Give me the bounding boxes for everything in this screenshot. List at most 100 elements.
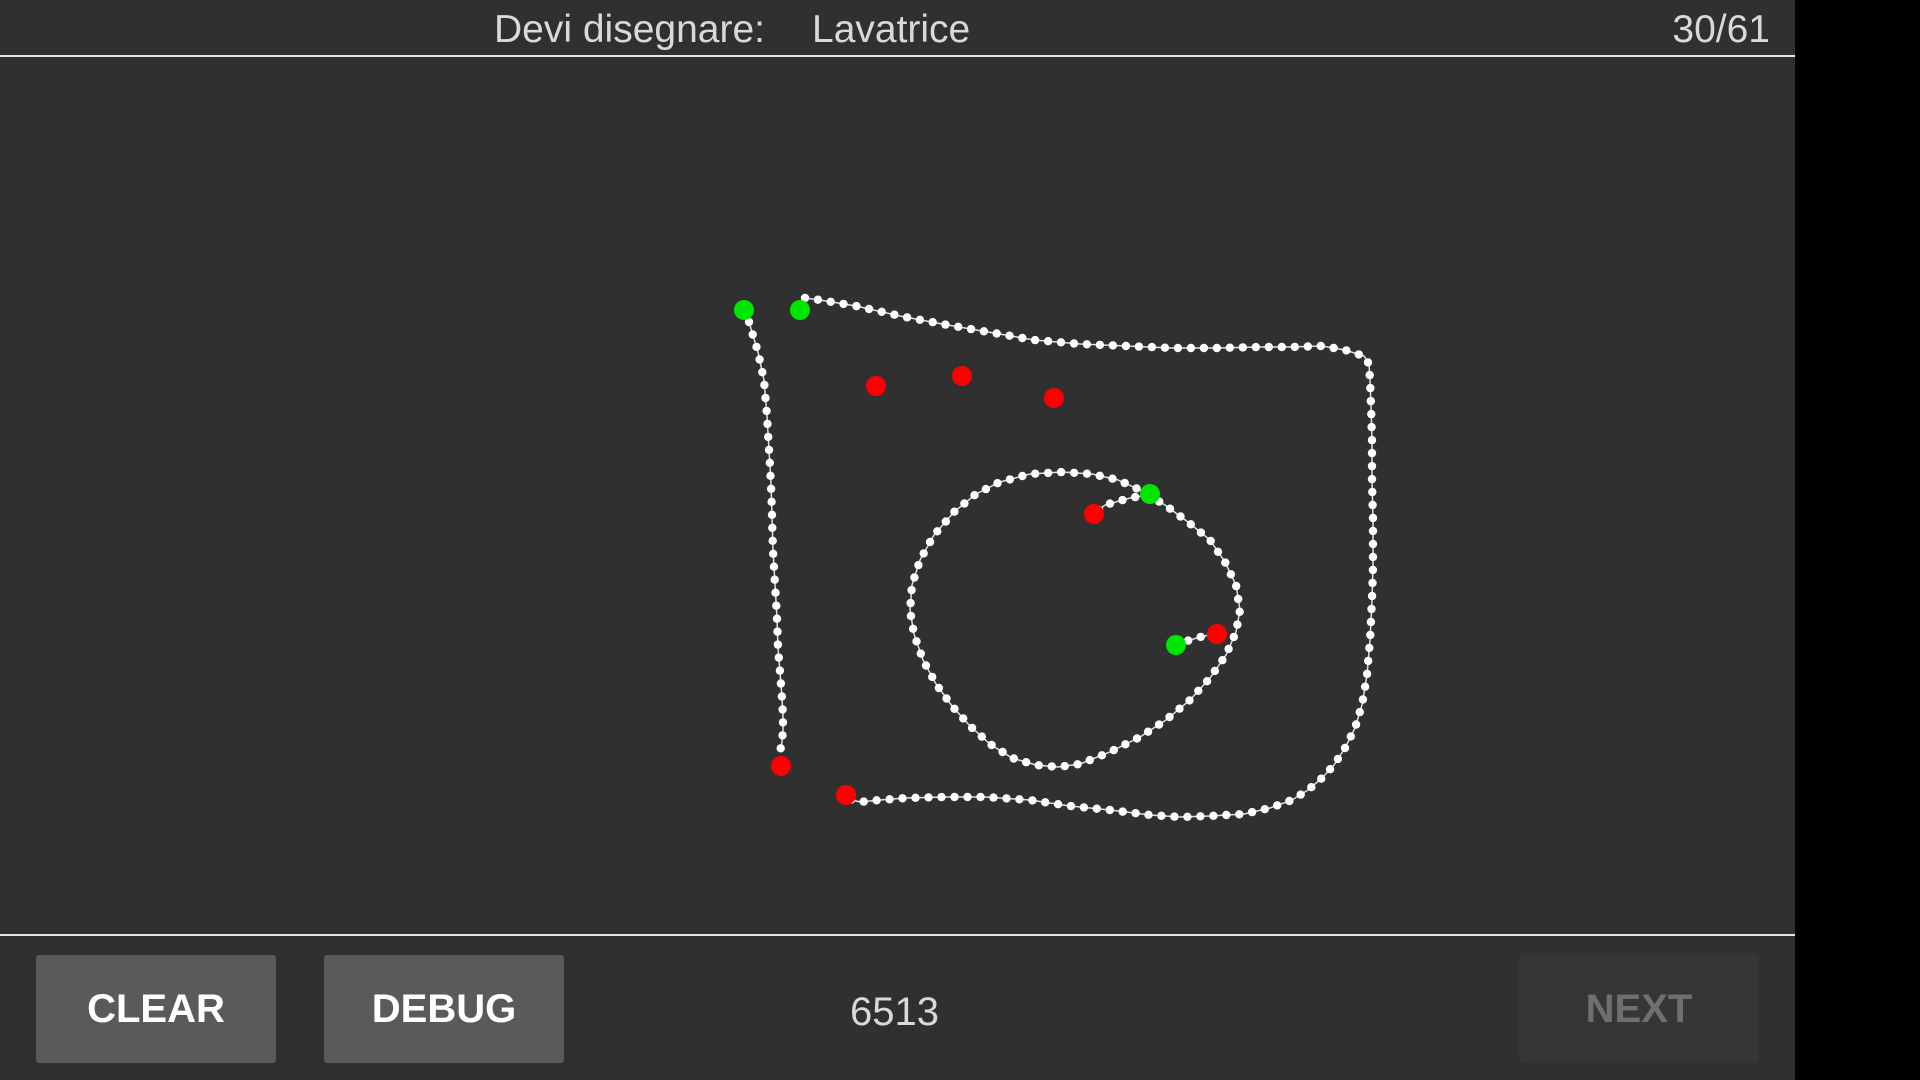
stroke-point bbox=[773, 640, 783, 649]
stroke-point bbox=[942, 694, 951, 703]
stroke-point bbox=[1147, 342, 1157, 352]
stroke-point bbox=[1368, 513, 1378, 523]
stroke-point bbox=[769, 562, 779, 571]
stroke-point bbox=[915, 315, 925, 324]
stroke-point bbox=[1213, 547, 1223, 556]
stroke-point bbox=[989, 793, 998, 802]
debug-button[interactable]: DEBUG bbox=[324, 955, 564, 1063]
stroke-end-marker bbox=[771, 756, 791, 776]
stroke-end-marker bbox=[1207, 624, 1227, 644]
stroke-point bbox=[1264, 342, 1274, 352]
stroke-point bbox=[963, 792, 972, 802]
stroke-point bbox=[890, 310, 899, 319]
stroke-point bbox=[1079, 803, 1089, 812]
header-bar: Devi disegnare: Lavatrice 30/61 bbox=[0, 0, 1795, 57]
stroke-point bbox=[767, 510, 777, 519]
stroke-point bbox=[1212, 343, 1222, 353]
stroke-point bbox=[776, 744, 785, 753]
stroke-point bbox=[744, 317, 754, 327]
stroke-point bbox=[1030, 335, 1040, 345]
stroke-point bbox=[924, 793, 933, 802]
stroke-point bbox=[762, 406, 771, 416]
drawing-svg bbox=[734, 293, 1378, 821]
stroke-point bbox=[979, 327, 989, 336]
stroke-point bbox=[1095, 340, 1105, 350]
stroke-point bbox=[1108, 341, 1118, 350]
stroke-point bbox=[772, 601, 781, 610]
stroke-point bbox=[1316, 341, 1326, 351]
stroke-point bbox=[1170, 812, 1179, 821]
stroke-point bbox=[1229, 632, 1239, 642]
stroke-point bbox=[1002, 794, 1011, 803]
stroke-point bbox=[941, 320, 950, 329]
stroke-point bbox=[933, 527, 942, 536]
stroke-point bbox=[908, 624, 918, 633]
stroke-point bbox=[1018, 333, 1027, 343]
stroke-point bbox=[950, 792, 959, 802]
stroke-point bbox=[769, 549, 778, 558]
stroke-point bbox=[1366, 630, 1375, 640]
stroke-point bbox=[1367, 409, 1376, 419]
stroke-point bbox=[1056, 338, 1066, 347]
stroke-point bbox=[755, 355, 764, 364]
stroke-point bbox=[1367, 461, 1377, 471]
stroke-point bbox=[1134, 342, 1144, 351]
stroke-point bbox=[966, 324, 976, 334]
stroke-point bbox=[1368, 500, 1377, 510]
stroke-start-marker bbox=[1140, 484, 1160, 504]
stroke-point bbox=[1354, 350, 1364, 359]
stroke-point bbox=[1082, 340, 1092, 349]
stroke-point bbox=[907, 585, 916, 595]
stroke-point bbox=[772, 614, 782, 623]
stroke-point bbox=[1031, 469, 1040, 478]
clear-button[interactable]: CLEAR bbox=[36, 955, 276, 1063]
stroke-point bbox=[992, 329, 1001, 338]
stroke-point bbox=[1175, 704, 1184, 713]
stroke-point bbox=[950, 704, 959, 713]
stroke-point bbox=[1368, 487, 1377, 497]
stroke-point bbox=[910, 573, 919, 582]
stroke-end-marker bbox=[952, 366, 972, 386]
next-button[interactable]: NEXT bbox=[1519, 955, 1759, 1063]
footer-bar: CLEAR DEBUG 6513 NEXT bbox=[0, 934, 1795, 1080]
stroke-end-marker bbox=[1044, 388, 1064, 408]
stroke-point bbox=[1317, 774, 1326, 783]
stroke-point bbox=[1154, 720, 1164, 729]
stroke-point bbox=[1092, 804, 1102, 813]
stroke-point bbox=[1041, 798, 1050, 807]
stroke-point bbox=[977, 732, 986, 741]
stroke-point bbox=[764, 445, 774, 455]
stroke-point bbox=[1368, 565, 1378, 575]
stroke-point bbox=[911, 793, 920, 802]
stroke-point bbox=[1194, 686, 1203, 695]
stroke-point bbox=[1364, 656, 1373, 666]
stroke-point bbox=[1105, 805, 1115, 815]
stroke-point bbox=[852, 301, 861, 311]
stroke-point bbox=[1368, 578, 1377, 588]
stroke-point bbox=[1043, 468, 1053, 478]
stroke-point bbox=[1066, 801, 1076, 811]
stroke-point bbox=[941, 517, 950, 526]
stroke-point bbox=[1367, 474, 1377, 484]
stroke-point bbox=[993, 479, 1002, 488]
stroke-point bbox=[1018, 471, 1027, 481]
stroke-point bbox=[885, 795, 894, 804]
stroke-point bbox=[1073, 760, 1082, 769]
stroke-point bbox=[1206, 536, 1215, 546]
app-window: Devi disegnare: Lavatrice 30/61 CLEAR DE… bbox=[0, 0, 1795, 1080]
stroke-point bbox=[776, 679, 786, 688]
stroke-point bbox=[1021, 758, 1031, 767]
stroke-point bbox=[859, 797, 868, 806]
stroke-point bbox=[761, 393, 770, 403]
stroke-point bbox=[778, 705, 787, 714]
stroke-point bbox=[1273, 801, 1282, 810]
stroke-point bbox=[1351, 720, 1361, 729]
stroke-point bbox=[967, 723, 977, 733]
stroke-point bbox=[1043, 337, 1053, 346]
strokes-layer bbox=[739, 293, 1378, 821]
drawing-canvas[interactable] bbox=[0, 57, 1795, 935]
stroke-point bbox=[1095, 471, 1105, 480]
stroke-point bbox=[1097, 751, 1107, 760]
stroke-point bbox=[916, 649, 925, 658]
stroke-point bbox=[1232, 581, 1241, 591]
